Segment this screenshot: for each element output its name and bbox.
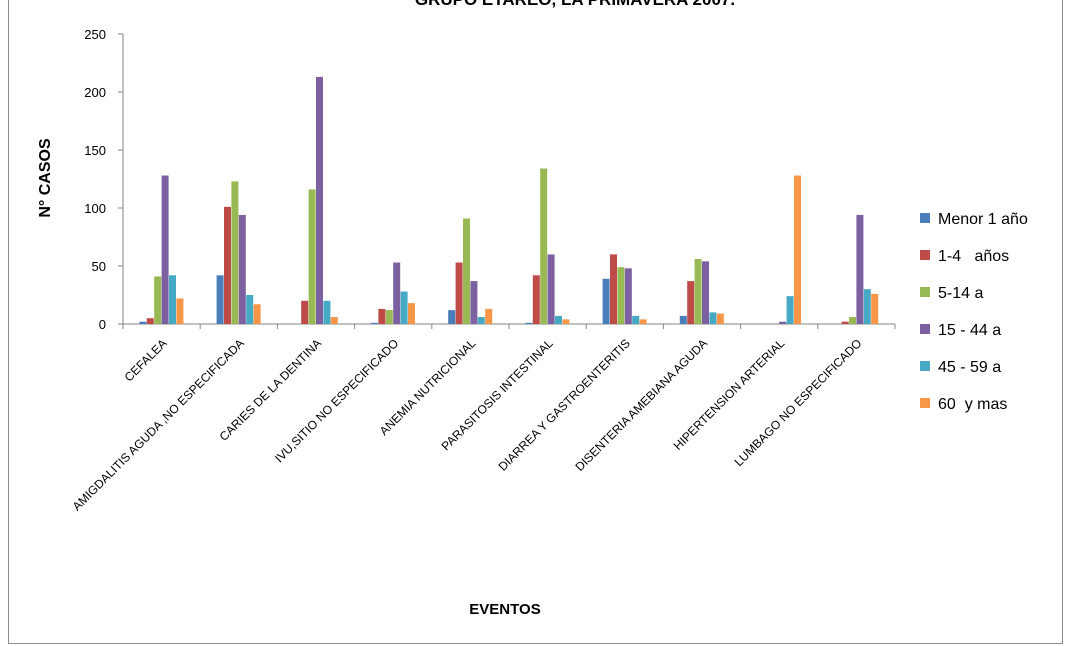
bar-6-3 bbox=[330, 317, 338, 324]
legend-swatch bbox=[920, 361, 930, 371]
bar-1-4 bbox=[371, 322, 378, 324]
bar-4-7 bbox=[624, 268, 632, 324]
bar-2-1 bbox=[146, 318, 154, 324]
bar-4-2 bbox=[238, 214, 246, 324]
legend-label: 5-14 a bbox=[938, 285, 983, 302]
bar-1-5 bbox=[448, 310, 456, 324]
bar-5-10 bbox=[863, 289, 871, 324]
legend-label: 60 y mas bbox=[938, 396, 1007, 413]
bar-3-2 bbox=[231, 181, 239, 324]
bar-4-3 bbox=[316, 76, 323, 324]
bar-5-2 bbox=[246, 295, 254, 324]
bar-1-8 bbox=[679, 315, 687, 324]
bar-6-9 bbox=[794, 175, 801, 324]
bar-6-1 bbox=[176, 298, 184, 324]
legend-swatch bbox=[920, 398, 930, 408]
legend-swatch bbox=[920, 213, 930, 223]
bar-5-1 bbox=[169, 275, 176, 324]
chart-title: GRUPO ETAREO, LA PRIMAVERA 2007. bbox=[415, 0, 735, 9]
category-label: DIARREA Y GASTROENTERITIS bbox=[496, 336, 633, 473]
chart-frame bbox=[8, 0, 1063, 644]
bar-4-10 bbox=[856, 214, 864, 324]
legend-swatch bbox=[920, 250, 930, 260]
legend-label: Menor 1 año bbox=[938, 211, 1028, 228]
category-label: LUMBAGO NO ESPECIFICADO bbox=[732, 336, 865, 469]
bar-3-6 bbox=[540, 168, 548, 324]
bar-3-8 bbox=[694, 259, 702, 324]
bar-6-4 bbox=[408, 303, 415, 324]
bar-5-7 bbox=[632, 315, 640, 324]
bar-6-5 bbox=[485, 308, 493, 324]
bar-4-1 bbox=[161, 175, 169, 324]
bar-2-10 bbox=[841, 321, 849, 324]
legend-label: 1-4 años bbox=[938, 248, 1009, 265]
bar-5-9 bbox=[786, 296, 794, 324]
bar-2-6 bbox=[532, 275, 540, 324]
legend-label: 15 - 44 a bbox=[938, 322, 1001, 339]
bar-5-3 bbox=[323, 300, 331, 324]
bar-2-8 bbox=[687, 281, 695, 324]
bar-2-4 bbox=[378, 308, 386, 324]
bar-3-7 bbox=[617, 267, 625, 324]
bar-2-3 bbox=[301, 300, 309, 324]
bar-5-8 bbox=[709, 312, 717, 324]
bar-5-5 bbox=[477, 317, 485, 324]
bar-3-4 bbox=[385, 310, 393, 324]
y-tick-label: 250 bbox=[84, 27, 106, 42]
category-label: AMIGDALITIS AGUDA ,NO ESPECIFICADA bbox=[70, 336, 247, 513]
bar-2-2 bbox=[224, 206, 231, 324]
bar-6-6 bbox=[562, 319, 570, 324]
category-label: IVU,SITIO NO ESPECIFICADO bbox=[272, 336, 401, 465]
legend-swatch bbox=[920, 287, 930, 297]
bar-3-3 bbox=[308, 189, 316, 324]
bar-2-7 bbox=[610, 254, 617, 324]
bar-6-8 bbox=[716, 313, 724, 324]
y-tick-label: 150 bbox=[84, 143, 106, 158]
bar-4-8 bbox=[702, 261, 709, 324]
bar-6-10 bbox=[871, 293, 879, 324]
y-axis-ticks: 0 50 100 150 200 250 bbox=[84, 27, 123, 332]
legend-label: 45 - 59 a bbox=[938, 359, 1001, 376]
y-tick-label: 0 bbox=[99, 317, 106, 332]
category-label: DISENTERIA AMEBIANA AGUDA bbox=[572, 336, 710, 474]
bar-4-4 bbox=[393, 262, 401, 324]
bar-4-9 bbox=[779, 321, 787, 324]
bar-1-7 bbox=[602, 278, 610, 324]
bar-2-5 bbox=[455, 262, 463, 324]
bar-5-6 bbox=[555, 315, 562, 324]
y-axis-title: N° CASOS bbox=[37, 138, 54, 218]
x-axis-title: EVENTOS bbox=[469, 601, 540, 618]
bar-4-6 bbox=[547, 254, 555, 324]
bar-6-7 bbox=[639, 319, 647, 324]
bar-5-4 bbox=[400, 291, 408, 324]
bar-6-2 bbox=[253, 304, 261, 324]
bar-1-2 bbox=[216, 275, 224, 324]
bar-1-6 bbox=[525, 322, 533, 324]
y-tick-label: 50 bbox=[92, 259, 106, 274]
legend: Menor 1 año 1-4 años 5-14 a 15 - 44 a 45 - 5… bbox=[920, 211, 1028, 413]
legend-swatch bbox=[920, 324, 930, 334]
bar-3-5 bbox=[463, 218, 470, 324]
bar-1-1 bbox=[139, 321, 147, 324]
y-tick-label: 200 bbox=[84, 85, 106, 100]
category-label: CEFALEA bbox=[122, 336, 170, 384]
bars bbox=[139, 76, 879, 324]
y-tick-label: 100 bbox=[84, 201, 106, 216]
bar-3-1 bbox=[154, 276, 162, 324]
bar-4-5 bbox=[470, 281, 478, 324]
bar-3-10 bbox=[849, 317, 856, 324]
